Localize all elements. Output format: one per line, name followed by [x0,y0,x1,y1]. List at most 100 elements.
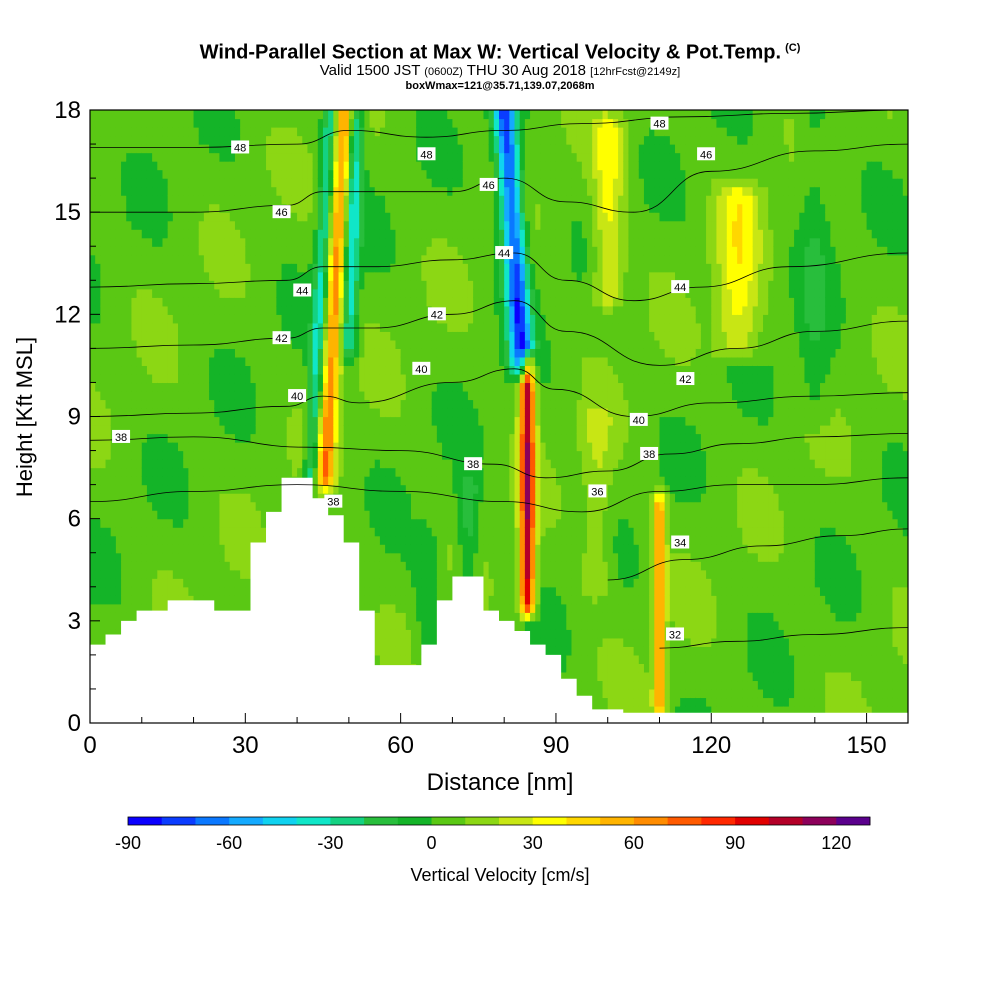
velocity-cell [359,178,365,188]
velocity-cell [245,535,252,545]
velocity-cell [162,501,169,511]
velocity-cell [302,118,309,128]
velocity-cell [146,476,153,486]
velocity-cell [157,144,164,154]
velocity-cell [416,118,422,128]
velocity-cell [224,459,231,469]
velocity-cell [95,254,101,264]
velocity-cell [193,314,200,324]
velocity-cell [250,254,257,264]
velocity-cell [146,561,153,571]
velocity-cell [302,127,309,137]
velocity-cell [90,110,96,120]
velocity-cell [395,144,402,154]
velocity-cell [338,484,345,494]
velocity-cell [209,169,215,179]
velocity-cell [126,373,133,384]
velocity-cell [405,161,412,171]
velocity-cell [436,569,443,579]
velocity-cell [338,110,345,120]
velocity-cell [400,373,407,384]
velocity-cell [110,271,117,281]
velocity-cell [343,501,350,511]
velocity-cell [90,135,96,145]
velocity-cell [302,169,309,179]
velocity-cell [90,484,96,494]
velocity-cell [157,118,164,128]
velocity-cell [234,578,241,588]
velocity-cell [100,186,107,196]
velocity-cell [90,595,96,605]
velocity-cell [328,331,334,341]
velocity-cell [234,518,241,528]
velocity-cell [281,356,288,367]
velocity-cell [152,186,158,196]
velocity-cell [167,288,174,298]
velocity-cell [121,510,127,520]
velocity-cell [322,263,329,273]
velocity-cell [322,425,329,435]
velocity-cell [167,263,174,273]
velocity-cell [209,365,215,375]
velocity-cell [385,654,391,664]
velocity-cell [121,561,127,571]
velocity-cell [95,212,101,222]
velocity-cell [302,246,309,256]
velocity-cell [131,459,138,469]
velocity-cell [312,305,319,315]
velocity-cell [224,578,231,588]
velocity-cell [374,629,381,639]
velocity-cell [442,127,448,137]
velocity-cell [364,161,371,171]
velocity-cell [146,356,153,367]
velocity-cell [255,510,262,520]
velocity-cell [276,110,283,120]
velocity-cell [240,356,246,367]
velocity-cell [328,288,334,298]
velocity-cell [100,425,107,435]
velocity-cell [136,467,143,477]
velocity-cell [121,280,127,290]
velocity-cell [354,373,360,384]
velocity-cell [359,476,365,486]
velocity-cell [214,203,221,213]
velocity-cell [421,195,428,205]
velocity-cell [405,578,412,588]
velocity-cell [343,493,350,503]
velocity-cell [286,186,293,196]
velocity-cell [178,476,184,486]
velocity-cell [410,527,417,537]
velocity-cell [255,501,262,511]
velocity-cell [421,203,428,213]
velocity-cell [152,178,158,188]
velocity-cell [152,450,158,460]
velocity-cell [131,416,138,426]
velocity-cell [379,646,386,656]
velocity-cell [121,399,127,409]
velocity-cell [240,212,246,222]
velocity-cell [271,348,277,358]
velocity-cell [152,442,158,452]
velocity-cell [343,237,350,247]
velocity-cell [245,331,252,341]
velocity-cell [110,459,117,469]
velocity-cell [395,416,402,426]
velocity-cell [266,305,272,315]
velocity-cell [141,578,148,588]
velocity-cell [157,442,164,452]
velocity-cell [255,127,262,137]
velocity-cell [271,297,277,307]
velocity-cell [442,331,448,341]
velocity-cell [121,237,127,247]
velocity-cell [421,620,428,630]
velocity-cell [276,433,283,443]
velocity-cell [442,237,448,247]
velocity-cell [395,127,402,137]
velocity-cell [322,331,329,341]
velocity-cell [245,459,252,469]
velocity-cell [214,535,221,545]
velocity-cell [385,339,391,349]
velocity-cell [302,399,309,409]
velocity-cell [115,535,122,545]
velocity-cell [136,433,143,443]
